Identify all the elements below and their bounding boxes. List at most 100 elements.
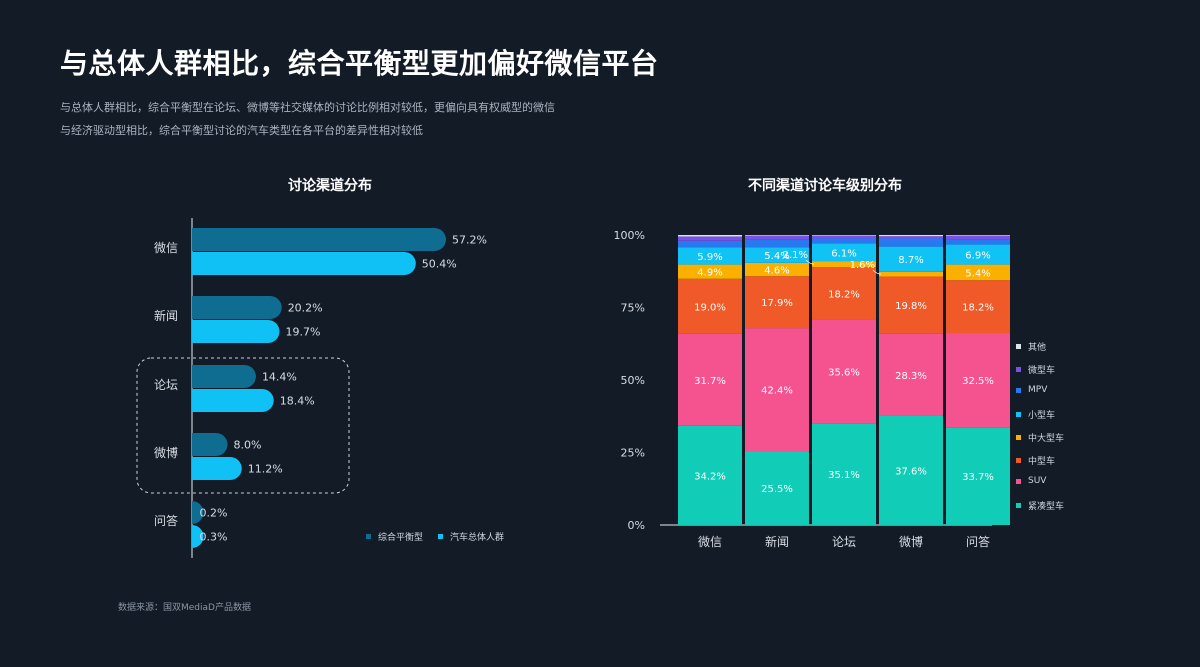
page-title: 与总体人群相比，综合平衡型更加偏好微信平台	[60, 47, 659, 80]
vehicle-category-label: 新闻	[765, 534, 789, 549]
channel-bar	[192, 365, 256, 388]
channel-bar-label: 18.4%	[280, 395, 315, 408]
vehicle-segment-label: 34.2%	[694, 471, 726, 482]
vehicle-segment	[812, 261, 876, 268]
vehicle-segment-label: 5.9%	[697, 252, 722, 263]
legend-label: 中型车	[1028, 456, 1056, 467]
vehicle-segment	[678, 264, 742, 279]
legend-item: 中型车	[1016, 454, 1055, 467]
legend-swatch	[366, 534, 371, 539]
legend-item: SUV	[1016, 476, 1046, 486]
channel-bar-label: 8.0%	[234, 439, 262, 452]
channel-bar-label: 20.2%	[288, 302, 323, 315]
channel-category-label: 微博	[154, 445, 178, 460]
legend-swatch	[1016, 457, 1021, 463]
vehicle-segment	[946, 427, 1010, 525]
vehicle-segment	[946, 235, 1010, 236]
vehicle-segment-label: 8.7%	[898, 255, 923, 266]
vehicle-segment-label: 4.6%	[764, 266, 789, 277]
vehicle-segment	[745, 276, 809, 329]
vehicle-segment-label: 32.5%	[962, 376, 994, 387]
vehicle-segment-label: 1.6%	[850, 260, 875, 271]
vehicle-segment-label: 18.2%	[828, 290, 860, 301]
vehicle-segment	[678, 333, 742, 426]
legend-label: 中大型车	[1028, 433, 1065, 444]
legend-swatch	[1016, 366, 1021, 372]
vehicle-segment	[946, 264, 1010, 281]
vehicle-segment-label: 35.6%	[828, 368, 860, 379]
vehicle-segment	[812, 235, 876, 239]
subtitle-line-1: 与总体人群相比，综合平衡型在论坛、微博等社交媒体的讨论比例相对较低，更偏向具有权…	[60, 101, 555, 114]
legend-item: 小型车	[1016, 408, 1055, 421]
channel-bar	[192, 501, 204, 524]
data-source: 数据来源：国双MediaD产品数据	[118, 603, 251, 613]
channel-bar-label: 57.2%	[452, 234, 487, 247]
vehicle-segment	[745, 235, 809, 240]
vehicle-segment	[879, 333, 943, 416]
legend-item: 微型车	[1016, 363, 1055, 376]
vehicle-segment-label: 6.1%	[831, 248, 856, 259]
channel-bar-label: 14.4%	[262, 371, 297, 384]
vehicle-chart-title: 不同渠道讨论车级别分布	[748, 178, 902, 194]
vehicle-segment	[879, 235, 943, 237]
vehicle-segment	[812, 319, 876, 424]
channel-bar	[192, 228, 446, 251]
vehicle-y-tick: 25%	[621, 447, 645, 460]
vehicle-segment	[812, 235, 876, 236]
vehicle-segment-label: 42.4%	[761, 386, 793, 397]
channel-bar-label: 19.7%	[285, 326, 320, 339]
legend-label: SUV	[1028, 476, 1047, 487]
channel-bar	[192, 252, 416, 275]
vehicle-label-leader	[805, 259, 815, 265]
channel-bar-label: 0.3%	[200, 531, 228, 544]
legend-label: 紧凑型车	[1028, 501, 1065, 512]
legend-item: 其他	[1016, 340, 1046, 353]
vehicle-segment	[678, 240, 742, 248]
vehicle-y-tick: 100%	[614, 229, 645, 242]
vehicle-segment	[678, 278, 742, 334]
vehicle-segment-label: 19.0%	[694, 302, 726, 313]
vehicle-segment	[745, 262, 809, 277]
vehicle-segment-label: 4.9%	[697, 268, 722, 279]
vehicle-segment	[812, 238, 876, 244]
vehicle-segment	[946, 333, 1010, 428]
legend-label: 小型车	[1028, 411, 1056, 422]
vehicle-segment-label: 6.9%	[965, 251, 990, 262]
vehicle-segment	[879, 271, 943, 277]
vehicle-segment	[946, 244, 1010, 265]
channel-bar-label: 0.2%	[200, 507, 228, 520]
vehicle-y-tick: 50%	[621, 374, 645, 387]
channel-bar	[192, 457, 242, 480]
legend-label: 其他	[1028, 343, 1047, 353]
vehicle-y-tick: 0%	[628, 519, 645, 532]
vehicle-category-label: 微信	[698, 535, 722, 549]
legend-label: MPV	[1028, 385, 1048, 396]
vehicle-segment	[879, 236, 943, 239]
channel-bar	[192, 389, 274, 412]
vehicle-segment	[946, 239, 1010, 245]
channel-chart-title: 讨论渠道分布	[288, 178, 372, 194]
vehicle-category-label: 微博	[899, 534, 923, 549]
legend-item: MPV	[1016, 385, 1047, 395]
legend-swatch	[1016, 412, 1021, 418]
vehicle-segment-label: 31.7%	[694, 376, 726, 387]
channel-category-label: 新闻	[154, 308, 178, 323]
legend-label: 综合平衡型	[378, 533, 424, 543]
vehicle-segment-label: 18.2%	[962, 303, 994, 314]
vehicle-segment	[812, 267, 876, 320]
subtitle-line-2: 与经济驱动型相比，综合平衡型讨论的汽车类型在各平台的差异性相对较低	[60, 124, 423, 137]
vehicle-category-label: 问答	[966, 534, 990, 549]
vehicle-y-tick: 75%	[621, 302, 645, 315]
channel-bar	[192, 433, 228, 456]
vehicle-segment	[879, 276, 943, 334]
vehicle-category-label: 论坛	[832, 535, 856, 549]
vehicle-segment-label: 5.4%	[764, 251, 789, 262]
vehicle-segment	[745, 235, 809, 236]
legend-item: 汽车总体人群	[438, 530, 504, 543]
legend-swatch	[1016, 478, 1021, 484]
legend-swatch	[438, 534, 443, 539]
vehicle-segment	[812, 243, 876, 262]
vehicle-segment	[678, 425, 742, 525]
vehicle-segment-label: 37.6%	[895, 466, 927, 477]
